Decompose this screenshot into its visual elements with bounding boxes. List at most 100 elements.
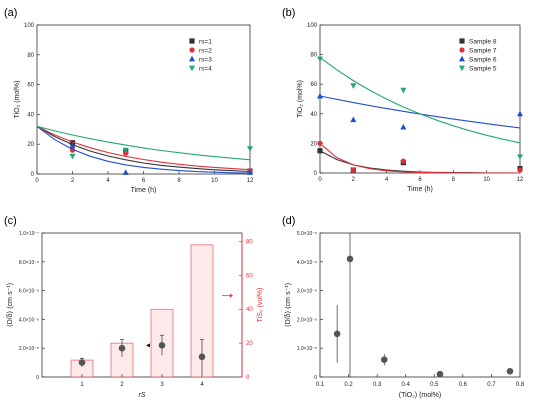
b-x-tick-label: 0 <box>318 177 322 183</box>
a-legend-marker <box>189 65 195 72</box>
c-data-point <box>78 359 86 366</box>
a-x-tick-label: 2 <box>71 178 75 184</box>
b-data-point <box>400 123 407 130</box>
c-y-tick-label: 2.0×10⁻⁸ <box>19 346 39 352</box>
b-x-axis-label: Time (h) <box>407 186 433 193</box>
a-y-tick-label: 20 <box>27 142 34 148</box>
a-data-point <box>122 147 129 154</box>
b-data-point <box>517 167 523 173</box>
a-fit-line-series-4 <box>36 125 251 161</box>
b-y-tick-label: 60 <box>310 82 317 88</box>
a-plot-frame <box>36 24 251 175</box>
a-legend-label: rs=4 <box>199 65 212 72</box>
b-fit-line-series-1 <box>319 150 521 174</box>
c-data-point <box>198 353 206 361</box>
d-x-tick-label: 0.7 <box>487 382 496 388</box>
c-data-point <box>158 342 166 349</box>
a-y-axis-label: TiO₂ (mol%) <box>14 81 21 119</box>
c-y-tick-label: 6.0×10⁻⁸ <box>19 289 39 295</box>
a-data-point <box>69 142 76 149</box>
a-legend-marker <box>189 55 195 62</box>
b-data-point <box>400 158 406 164</box>
b-legend-marker <box>459 38 465 44</box>
a-legend-marker <box>189 47 195 53</box>
c-x-tick-label: 2 <box>120 382 124 388</box>
b-x-tick-label: 10 <box>483 177 490 183</box>
c-y-axis-label: ⟨D/δ⟩ (cm·s⁻¹) <box>6 283 14 327</box>
b-data-point <box>350 83 357 89</box>
c-right-arrow-icon <box>230 293 233 298</box>
a-y-tick-label: 60 <box>27 83 34 89</box>
c-y2-tick-label: 40 <box>246 307 253 313</box>
d-x-axis-label: (TiO₂) (mol%) <box>399 392 442 399</box>
panel-d: (d) 0.1 0.2 0.3 0.4 0.5 0.6 0.7 0.8 0 1.0×10⁻⁸ 2.0… <box>282 215 525 399</box>
a-fit-line-series-2 <box>36 125 251 171</box>
a-x-tick-label: 8 <box>177 178 181 184</box>
d-x-tick-label: 0.1 <box>316 382 325 388</box>
b-data-point <box>317 140 323 146</box>
a-fit-line-series-3 <box>36 125 251 174</box>
a-legend-label: rs=3 <box>199 56 212 63</box>
c-y-tick-label: 1.0×10⁻⁷ <box>19 231 39 237</box>
d-data-point <box>436 370 444 378</box>
c-y-tick-label: 4.0×10⁻⁸ <box>19 317 39 323</box>
b-data-point <box>317 56 323 63</box>
b-x-tick-label: 6 <box>418 177 422 183</box>
d-x-tick-label: 0.8 <box>516 382 525 388</box>
a-legend-label: rs=2 <box>199 47 212 54</box>
b-legend-label: Sample 7 <box>469 47 497 54</box>
d-data-point <box>506 367 514 375</box>
b-data-point <box>317 148 323 154</box>
c-y2-tick-label: 20 <box>246 341 253 347</box>
c-x-axis-label: rS <box>139 392 146 399</box>
b-x-tick-label: 4 <box>385 177 389 183</box>
b-x-tick-label: 2 <box>352 177 356 183</box>
d-y-axis-label: ⟨D/δ⟩ (cm·s⁻¹) <box>284 283 292 327</box>
a-data-point <box>247 169 253 175</box>
b-data-point <box>400 87 407 94</box>
a-x-tick-label: 6 <box>142 178 146 184</box>
c-data-point <box>118 344 126 352</box>
d-x-tick-label: 0.6 <box>459 382 468 388</box>
panel-label-b: (b) <box>282 7 295 19</box>
b-y-tick-label: 80 <box>310 53 317 59</box>
b-fit-line-series-3 <box>319 95 521 129</box>
panel-label-d: (d) <box>282 215 295 227</box>
b-fit-line-series-2 <box>319 142 520 174</box>
b-y-tick-label: 20 <box>310 141 317 147</box>
panel-a: (a) 0 2 4 6 8 10 12 0 20 40 60 80 100 Time (h) TiO₂ (m… <box>4 7 254 194</box>
b-legend-label: Sample 8 <box>469 38 497 45</box>
d-x-tick-label: 0.4 <box>402 382 411 388</box>
d-y-tick-label: 3.0×10⁻⁸ <box>297 289 317 295</box>
b-data-point <box>350 116 357 123</box>
b-data-point <box>317 92 323 99</box>
b-legend-marker <box>459 47 465 53</box>
d-plot-frame <box>319 232 521 378</box>
a-data-point <box>69 153 76 160</box>
a-y-tick-label: 100 <box>24 23 35 29</box>
a-x-tick-label: 12 <box>247 178 254 184</box>
d-data-point <box>346 255 354 263</box>
c-left-arrow-icon <box>146 343 150 348</box>
c-y2-tick-label: 60 <box>246 273 253 279</box>
a-fit-line-series-1 <box>36 125 251 173</box>
c-y-tick-label: 8.0×10⁻⁸ <box>19 260 39 266</box>
d-x-tick-label: 0.3 <box>373 382 382 388</box>
panel-label-a: (a) <box>4 7 17 19</box>
d-y-tick-label: 0 <box>314 375 317 381</box>
d-y-tick-label: 1.0×10⁻⁸ <box>297 346 317 352</box>
a-data-point <box>122 169 129 175</box>
b-legend-label: Sample 6 <box>469 56 497 63</box>
a-legend-marker <box>189 38 195 44</box>
b-legend-marker <box>459 65 465 72</box>
c-y-tick-label: 0 <box>36 375 39 381</box>
d-data-point <box>380 356 388 364</box>
c-y2-axis-label: TiS₂ (vol%) <box>257 288 264 323</box>
a-legend-label: rs=1 <box>199 38 212 45</box>
b-y-tick-label: 40 <box>310 112 317 118</box>
d-x-tick-label: 0.5 <box>430 382 439 388</box>
a-y-tick-label: 80 <box>27 53 34 59</box>
b-fit-line-series-4 <box>319 57 521 144</box>
